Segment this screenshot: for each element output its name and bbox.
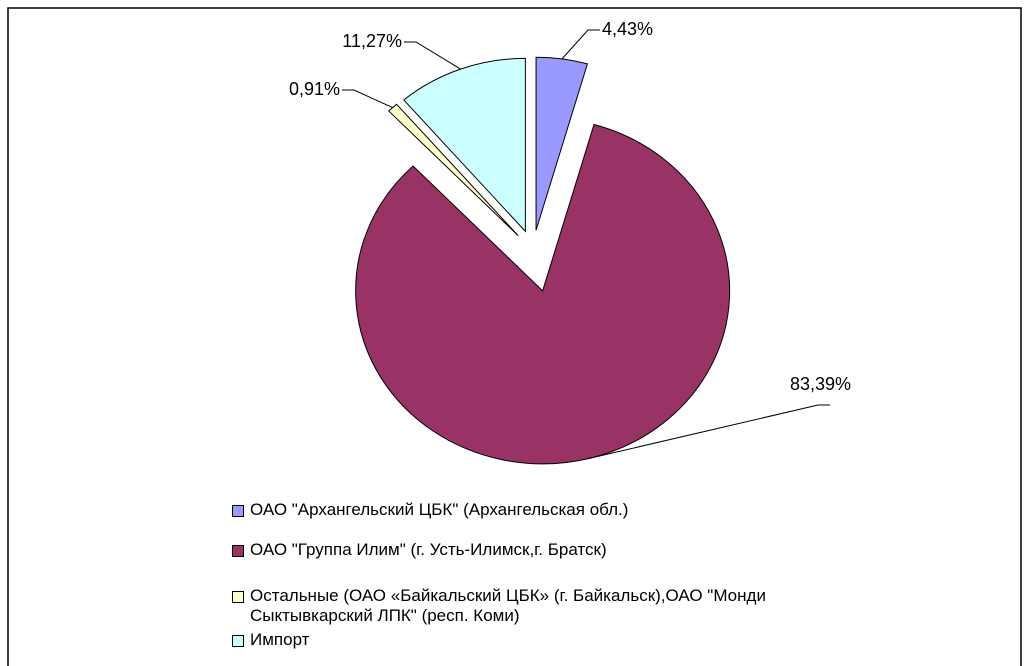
leader-line — [342, 89, 393, 109]
data-label: 83,39% — [790, 374, 851, 394]
data-label: 0,91% — [289, 79, 340, 99]
legend-label: ОАО "Группа Илим" (г. Усть-Илимск,г. Бра… — [250, 540, 607, 559]
legend-label: Остальные (ОАО «Байкальский ЦБК» (г. Бай… — [250, 586, 766, 625]
leader-line — [561, 29, 600, 60]
data-label: 11,27% — [342, 31, 402, 51]
legend-swatch — [232, 635, 244, 647]
legend-swatch — [232, 591, 244, 603]
pie-slice — [387, 103, 519, 237]
legend-item: Остальные (ОАО «Байкальский ЦБК» (г. Бай… — [232, 586, 862, 626]
pie-slice — [535, 56, 589, 231]
legend-label: Импорт — [250, 630, 310, 649]
legend-swatch — [232, 545, 244, 557]
legend-item: ОАО "Группа Илим" (г. Усть-Илимск,г. Бра… — [232, 540, 862, 560]
legend-item: Импорт — [232, 630, 862, 650]
data-label: 4,43% — [602, 19, 653, 39]
legend-label: ОАО "Архангельский ЦБК" (Архангельская о… — [250, 500, 629, 519]
pie-slice — [355, 123, 731, 465]
legend-item: ОАО "Архангельский ЦБК" (Архангельская о… — [232, 500, 862, 520]
leader-line — [404, 41, 461, 70]
leader-line — [587, 404, 830, 460]
legend-swatch — [232, 505, 244, 517]
